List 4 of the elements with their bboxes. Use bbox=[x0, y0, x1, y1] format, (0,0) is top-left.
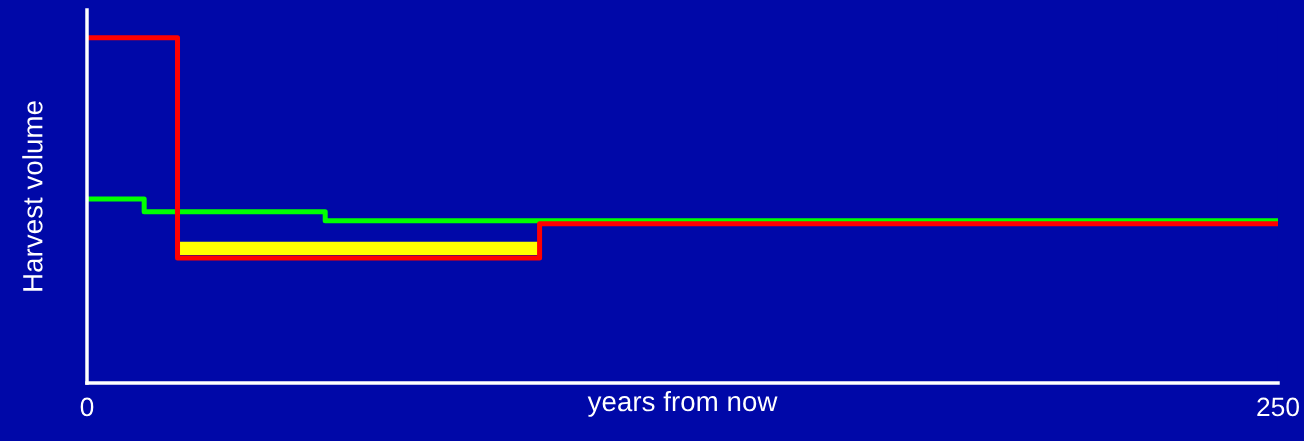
x-axis-title: years from now bbox=[587, 390, 778, 417]
x-tick-label: 0 bbox=[80, 397, 94, 417]
y-axis-title: Harvest volume bbox=[22, 101, 43, 291]
x-tick-label: 250 bbox=[1257, 397, 1299, 417]
